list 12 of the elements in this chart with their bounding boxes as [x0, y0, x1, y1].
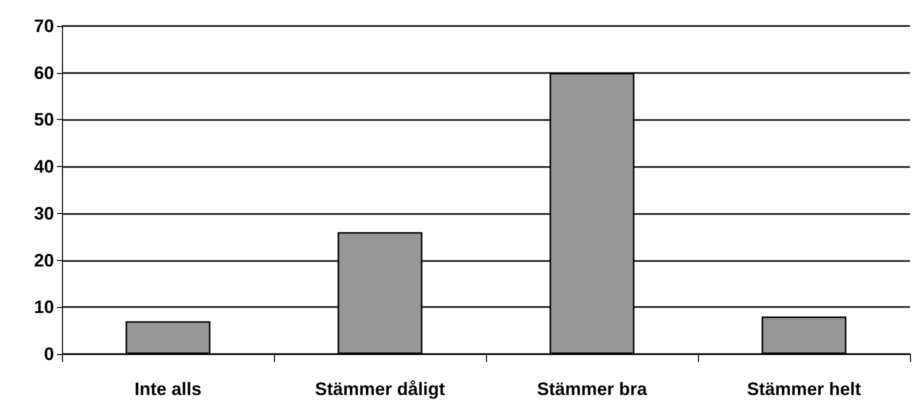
x-tick-label: Stämmer dåligt [314, 379, 446, 399]
y-tick-label: 10 [34, 297, 54, 318]
x-tick-label: Inte alls [134, 379, 202, 399]
x-tick-label: Stämmer bra [536, 379, 648, 399]
y-tick-label: 70 [34, 16, 54, 36]
y-tick-label: 20 [34, 250, 54, 270]
y-tick-label: 50 [34, 110, 54, 130]
y-tick-label: 40 [34, 156, 54, 177]
x-tick-label: Stämmer helt [746, 379, 862, 399]
y-tick-label: 0 [44, 344, 54, 364]
y-tick-label: 60 [34, 62, 54, 83]
y-tick-label: 30 [34, 203, 54, 224]
